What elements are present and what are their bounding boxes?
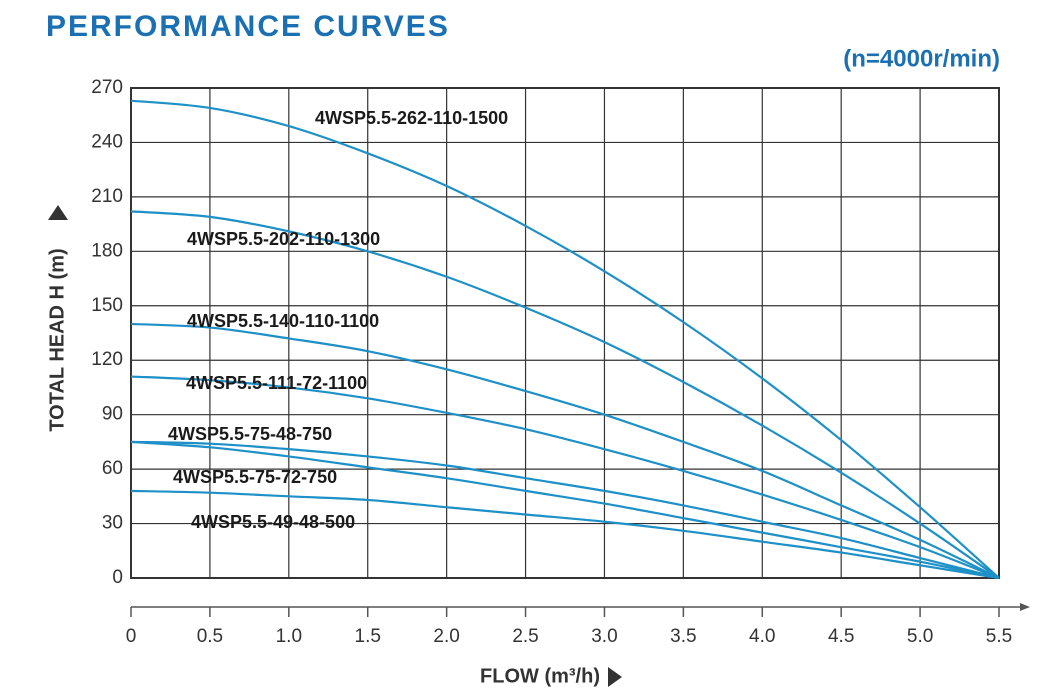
x-tick-label: 3.5 xyxy=(670,626,696,647)
x-tick-label: 4.0 xyxy=(749,626,775,647)
y-tick-label: 210 xyxy=(91,186,123,207)
curve-label: 4WSP5.5-262-110-1500 xyxy=(315,108,508,128)
y-axis-label: TOTAL HEAD H (m) xyxy=(46,248,68,431)
x-tick-label: 2.0 xyxy=(433,626,459,647)
x-arrow xyxy=(608,667,622,687)
x-axis-label: FLOW (m³/h) xyxy=(480,665,600,687)
curve xyxy=(130,322,1000,579)
curve xyxy=(130,210,1000,579)
chart-title: PERFORMANCE CURVES xyxy=(46,10,450,43)
x-axis-arrow xyxy=(1020,603,1030,611)
x-tick-label: 2.5 xyxy=(512,626,538,647)
x-tick-label: 5.5 xyxy=(986,626,1012,647)
curve xyxy=(130,375,1000,580)
curve-label: 4WSP5.5-49-48-500 xyxy=(191,512,355,532)
y-tick-label: 30 xyxy=(102,513,123,534)
x-tick-label: 3.0 xyxy=(591,626,617,647)
subtitle: (n=4000r/min) xyxy=(843,45,1000,72)
x-tick-label: 5.0 xyxy=(907,626,933,647)
x-tick-label: 1.0 xyxy=(276,626,302,647)
y-arrow xyxy=(48,205,68,220)
x-tick-label: 4.5 xyxy=(828,626,854,647)
curve xyxy=(130,99,1000,579)
y-tick-label: 150 xyxy=(91,295,123,316)
curve xyxy=(130,489,1000,580)
y-tick-label: 0 xyxy=(112,567,123,588)
curve-label: 4WSP5.5-75-72-750 xyxy=(173,467,337,487)
x-tick-label: 1.5 xyxy=(355,626,381,647)
y-tick-label: 180 xyxy=(91,240,123,261)
y-tick-label: 90 xyxy=(102,404,123,425)
curve-label: 4WSP5.5-202-110-1300 xyxy=(187,229,380,249)
x-tick-label: 0 xyxy=(126,626,137,647)
y-tick-label: 240 xyxy=(91,131,123,152)
curve xyxy=(130,440,1000,580)
y-tick-label: 60 xyxy=(102,458,123,479)
plot-frame xyxy=(130,87,1000,579)
x-tick-label: 0.5 xyxy=(197,626,223,647)
curve-label: 4WSP5.5-140-110-1100 xyxy=(187,311,379,331)
y-tick-label: 120 xyxy=(91,349,123,370)
curve-label: 4WSP5.5-111-72-1100 xyxy=(186,373,367,393)
curve-label: 4WSP5.5-75-48-750 xyxy=(168,424,332,444)
curve xyxy=(130,440,1000,580)
y-tick-label: 270 xyxy=(91,77,123,98)
